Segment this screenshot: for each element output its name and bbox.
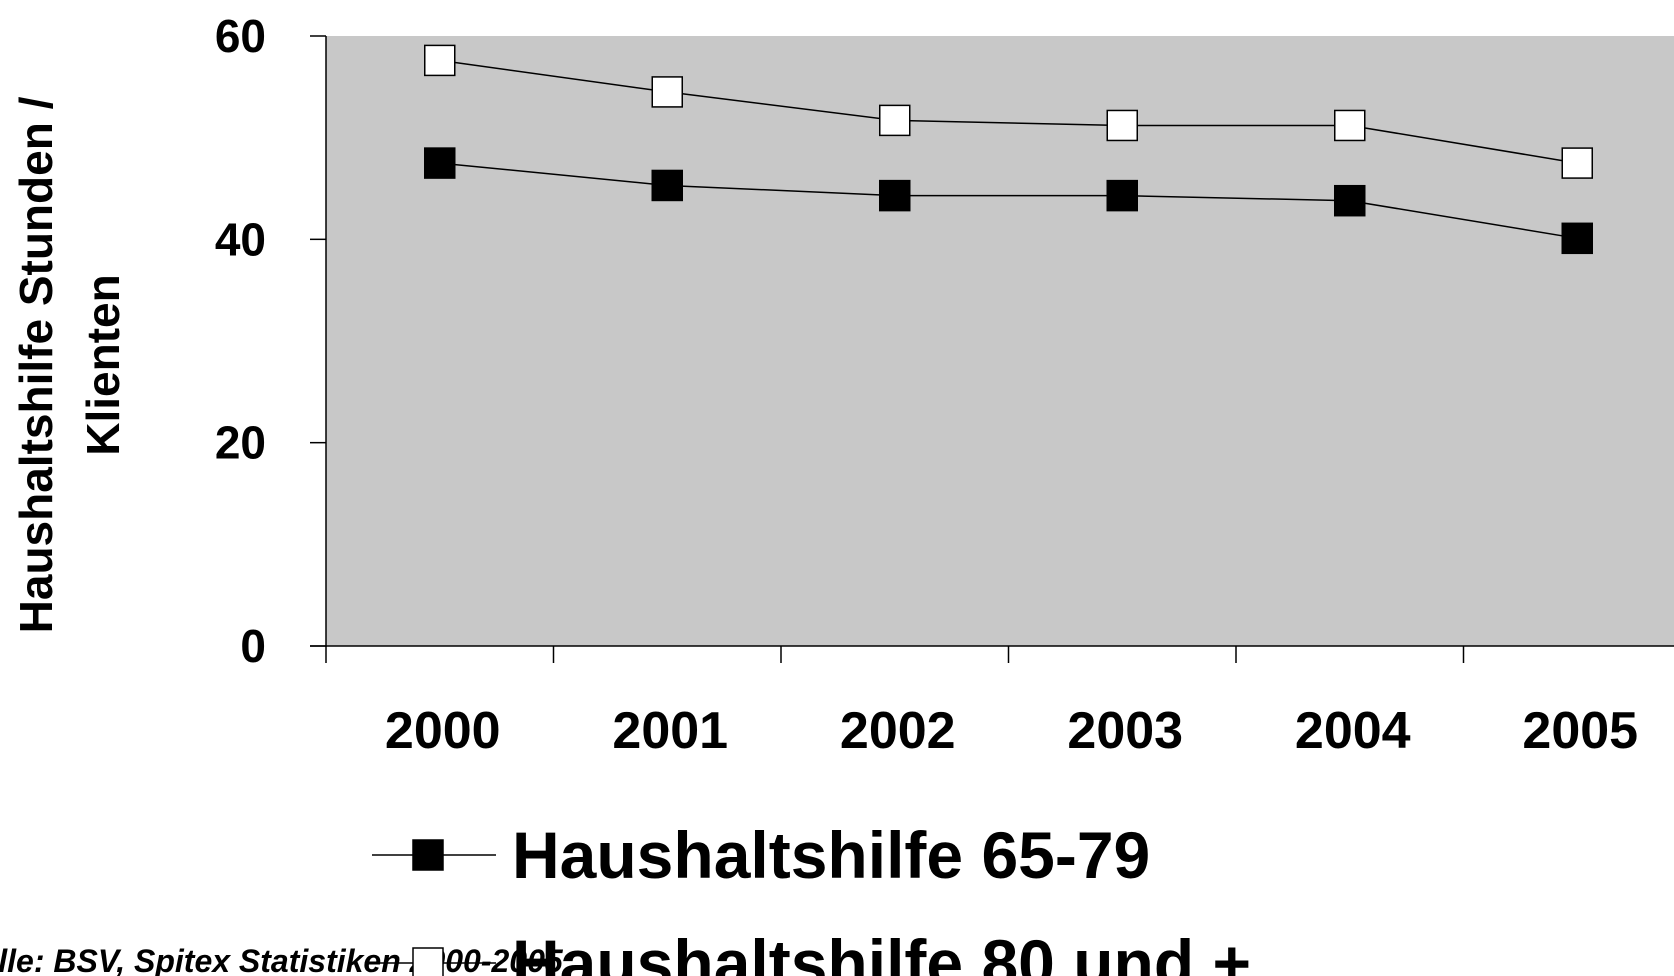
data-point: [1106, 109, 1138, 142]
x-tick-label: 2001: [612, 702, 728, 760]
plot-area: [326, 36, 1674, 646]
x-tick-label: 2002: [840, 702, 956, 760]
data-point: [1561, 222, 1593, 255]
series-line: [439, 59, 1578, 164]
legend-marker: [412, 947, 444, 976]
legend-marker: [412, 839, 444, 871]
y-axis-label-line: Haushaltshilfe Stunden /: [10, 96, 62, 633]
x-tick-label: 2004: [1295, 702, 1411, 760]
series-line: [439, 162, 1578, 240]
x-tick-label: 2000: [385, 702, 501, 760]
x-tick-label: 2003: [1067, 702, 1183, 760]
data-point: [1106, 179, 1138, 212]
legend-label: Haushaltshilfe 80 und +: [512, 926, 1251, 976]
y-tick-label: 0: [240, 620, 266, 672]
y-tick-label: 60: [215, 10, 266, 62]
data-point: [1334, 109, 1366, 142]
source-note: Quelle: BSV, Spitex Statistiken 2000-200…: [0, 943, 564, 976]
y-axis-label: Haushaltshilfe Stunden / Klienten: [10, 96, 129, 633]
y-tick-label: 20: [215, 417, 266, 469]
data-point: [879, 179, 911, 212]
data-point: [1334, 184, 1366, 217]
y-axis-label-line: Klienten: [77, 274, 129, 455]
data-point: [424, 147, 456, 179]
x-tick-label: 2005: [1522, 702, 1638, 760]
data-point: [651, 169, 683, 202]
data-point: [651, 76, 683, 108]
data-point: [1561, 147, 1593, 179]
legend-label: Haushaltshilfe 65-79: [512, 818, 1150, 892]
y-tick-label: 40: [215, 213, 266, 265]
data-point: [424, 44, 456, 77]
data-point: [879, 104, 911, 137]
